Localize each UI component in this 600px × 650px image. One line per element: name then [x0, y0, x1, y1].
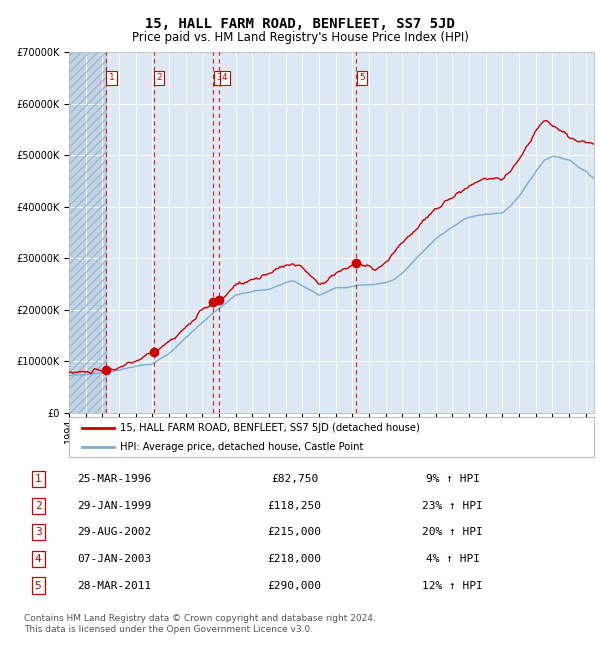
Bar — [69, 52, 106, 413]
Bar — [69, 52, 106, 413]
Text: 29-AUG-2002: 29-AUG-2002 — [77, 527, 151, 538]
Text: £290,000: £290,000 — [268, 580, 322, 590]
Text: 15, HALL FARM ROAD, BENFLEET, SS7 5JD: 15, HALL FARM ROAD, BENFLEET, SS7 5JD — [145, 17, 455, 31]
Text: £218,000: £218,000 — [268, 554, 322, 564]
Text: £82,750: £82,750 — [271, 474, 319, 484]
Text: Price paid vs. HM Land Registry's House Price Index (HPI): Price paid vs. HM Land Registry's House … — [131, 31, 469, 44]
Text: 25-MAR-1996: 25-MAR-1996 — [77, 474, 151, 484]
Text: 2: 2 — [35, 500, 41, 511]
Text: 28-MAR-2011: 28-MAR-2011 — [77, 580, 151, 590]
Text: Contains HM Land Registry data © Crown copyright and database right 2024.
This d: Contains HM Land Registry data © Crown c… — [24, 614, 376, 634]
Text: 07-JAN-2003: 07-JAN-2003 — [77, 554, 151, 564]
Text: 20% ↑ HPI: 20% ↑ HPI — [422, 527, 483, 538]
Text: 4: 4 — [35, 554, 41, 564]
Text: HPI: Average price, detached house, Castle Point: HPI: Average price, detached house, Cast… — [121, 442, 364, 452]
Text: 9% ↑ HPI: 9% ↑ HPI — [425, 474, 479, 484]
Text: 3: 3 — [35, 527, 41, 538]
Text: 1: 1 — [109, 73, 115, 83]
FancyBboxPatch shape — [69, 417, 594, 457]
Text: 15, HALL FARM ROAD, BENFLEET, SS7 5JD (detached house): 15, HALL FARM ROAD, BENFLEET, SS7 5JD (d… — [121, 422, 421, 432]
Text: 5: 5 — [359, 73, 365, 83]
Text: 12% ↑ HPI: 12% ↑ HPI — [422, 580, 483, 590]
Text: 23% ↑ HPI: 23% ↑ HPI — [422, 500, 483, 511]
Text: £215,000: £215,000 — [268, 527, 322, 538]
Text: £118,250: £118,250 — [268, 500, 322, 511]
Text: 4: 4 — [222, 73, 227, 83]
Text: 2: 2 — [156, 73, 162, 83]
Text: 4% ↑ HPI: 4% ↑ HPI — [425, 554, 479, 564]
Text: 1: 1 — [35, 474, 41, 484]
Text: 5: 5 — [35, 580, 41, 590]
Text: 3: 3 — [216, 73, 221, 83]
Text: 29-JAN-1999: 29-JAN-1999 — [77, 500, 151, 511]
